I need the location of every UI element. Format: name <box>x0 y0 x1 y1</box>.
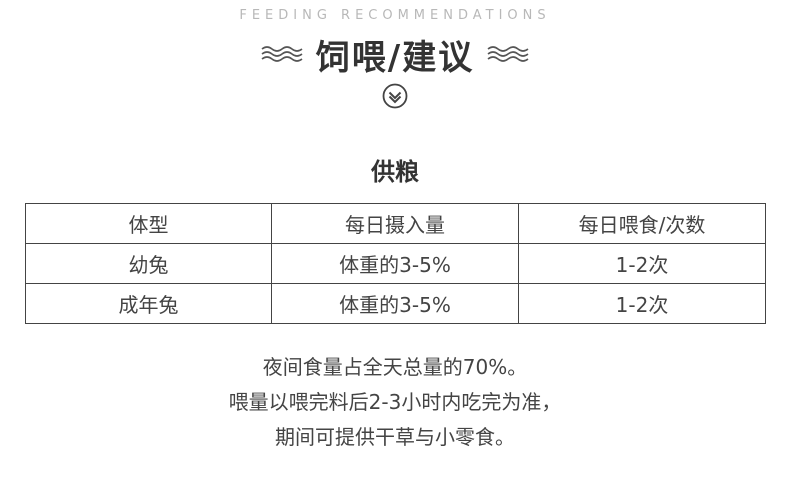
note-line: 喂量以喂完料后2-3小时内吃完为准， <box>228 390 562 414</box>
table-cell: 幼兔 <box>25 243 272 284</box>
table-cell: 1-2次 <box>518 243 766 284</box>
title-row: 饲喂/建议 <box>0 30 790 78</box>
section-subtitle-en: FEEDING RECOMMENDATIONS <box>239 8 551 23</box>
left-wave-icon <box>261 46 303 62</box>
column-header: 每日摄入量 <box>271 203 519 244</box>
column-header: 每日喂食/次数 <box>518 203 766 244</box>
chevron-down-circle-icon <box>382 83 408 109</box>
feeding-notes: 夜间食量占全天总量的70%。 喂量以喂完料后2-3小时内吃完为准， 期间可提供干… <box>0 350 790 455</box>
table-row: 成年兔 体重的3-5% 1-2次 <box>25 283 766 324</box>
section-title: 供粮 <box>371 158 419 186</box>
column-header: 体型 <box>25 203 272 244</box>
note-line: 夜间食量占全天总量的70%。 <box>262 355 528 379</box>
table-cell: 体重的3-5% <box>271 283 519 324</box>
note-line: 期间可提供干草与小零食。 <box>275 425 515 449</box>
page-title: 饲喂/建议 <box>315 37 475 78</box>
table-row: 幼兔 体重的3-5% 1-2次 <box>25 243 766 284</box>
table-cell: 成年兔 <box>25 283 272 324</box>
table-cell: 1-2次 <box>518 283 766 324</box>
feeding-table: 体型 每日摄入量 每日喂食/次数 幼兔 体重的3-5% 1-2次 成年兔 体重的… <box>25 203 766 324</box>
right-wave-icon <box>487 46 529 62</box>
table-cell: 体重的3-5% <box>271 243 519 284</box>
table-header-row: 体型 每日摄入量 每日喂食/次数 <box>25 203 766 244</box>
